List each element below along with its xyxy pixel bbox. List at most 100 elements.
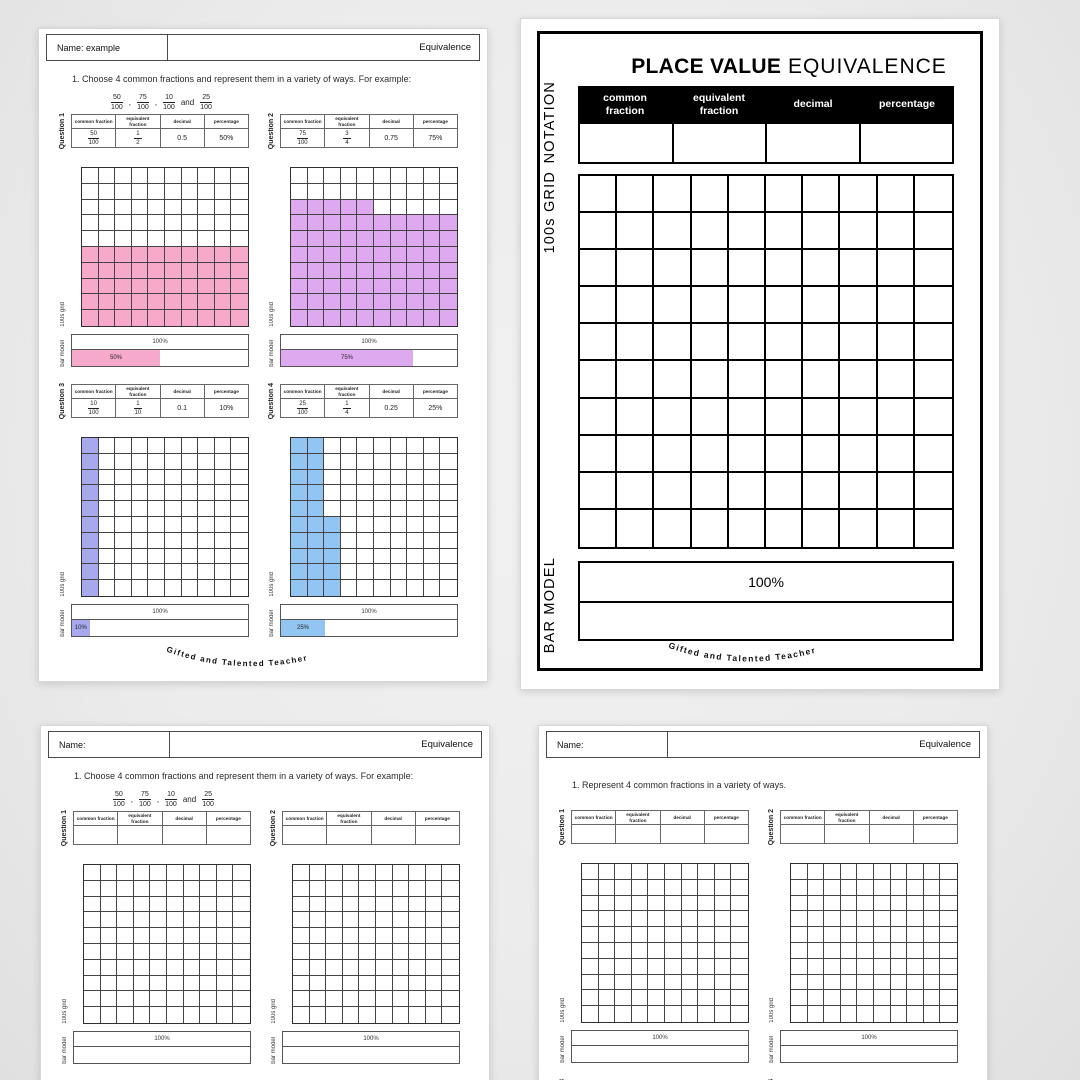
- grid-cell: [390, 548, 408, 565]
- grid-cell: [376, 865, 393, 881]
- grid-cell: [214, 262, 232, 279]
- grid-cell: [407, 247, 424, 263]
- grid-cell: [940, 975, 957, 991]
- grid-cell: [117, 959, 134, 976]
- grid-cell: [766, 213, 804, 251]
- notation-header-cell: percentage: [424, 815, 450, 821]
- grid-cell: [390, 262, 408, 279]
- grid-cell: [82, 469, 99, 486]
- fraction-denominator: 4: [345, 139, 349, 146]
- grid-cell: [148, 548, 165, 565]
- grid-cell: [131, 564, 149, 581]
- decimal-cell: [372, 826, 416, 844]
- grid-cell: [890, 911, 908, 928]
- grid-cell: [307, 247, 325, 263]
- grid-cell: [407, 501, 424, 517]
- grid-cell: [791, 974, 808, 991]
- grid-cell: [357, 247, 374, 263]
- grid-cell: [340, 485, 358, 502]
- bar-model-section: bar model 100%: [268, 1031, 460, 1064]
- grid-cell: [357, 517, 374, 533]
- bar-100-row: 100%: [580, 563, 952, 603]
- grid-cell: [233, 976, 250, 992]
- grid-cell: [231, 231, 248, 247]
- grid-cell: [874, 879, 891, 896]
- fraction-separator: and: [180, 97, 195, 107]
- grid-cell: [698, 895, 715, 912]
- grid-cell: [390, 183, 408, 200]
- grid-cell: [198, 294, 215, 311]
- grid-label: 100s grid: [769, 998, 775, 1023]
- question-block: Question 1 common fraction equivalent frac…: [557, 809, 749, 1063]
- grid-cell: [115, 485, 132, 502]
- hundreds-grid: [290, 167, 458, 327]
- grid-cell: [374, 294, 391, 311]
- grid-cell: [840, 958, 858, 975]
- grid-cell: [425, 865, 443, 881]
- page-frame: [537, 31, 983, 671]
- common-fraction-cell: 50 100: [72, 129, 117, 147]
- grid-cell: [148, 517, 165, 533]
- grid-cell: [342, 865, 360, 881]
- grid-cell: [440, 168, 457, 184]
- grid-cell: [857, 990, 874, 1007]
- grid-cell: [615, 974, 632, 991]
- fraction-value: 1 10: [134, 401, 142, 416]
- worksheet-page-example: Name: example Equivalence 1. Choose 4 co…: [38, 28, 488, 682]
- grid-cell: [324, 580, 341, 596]
- grid-cell: [293, 975, 310, 992]
- bar-100-row: 100%: [572, 1031, 748, 1046]
- grid-cell: [442, 944, 459, 960]
- grid-label: 100s grid: [560, 998, 566, 1023]
- bar-value-label: 75%: [340, 355, 353, 361]
- notation-header-cell: equivalent fraction: [327, 812, 372, 825]
- notation-section: Question 2 common fraction equivalent frac…: [766, 809, 958, 845]
- grid-cell: [233, 944, 250, 960]
- grid-cell: [374, 517, 391, 533]
- grid-cell: [698, 958, 715, 975]
- grid-cell: [359, 1007, 376, 1023]
- fraction-value: 25 100: [202, 791, 215, 808]
- grid-cell: [390, 168, 408, 184]
- grid-cell: [423, 294, 441, 311]
- grid-cell: [731, 927, 748, 943]
- hundreds-grid: [578, 174, 954, 549]
- grid-cell: [231, 564, 248, 581]
- grid-cell: [307, 517, 325, 533]
- grid-cell: [654, 287, 692, 325]
- grid-cell: [874, 927, 891, 943]
- grid-cell: [307, 532, 325, 549]
- grid-cell: [115, 548, 132, 565]
- bar-100-row: 100%: [281, 335, 457, 350]
- grid-cell: [840, 895, 858, 912]
- grid-cell: [857, 879, 874, 896]
- grid-cell: [440, 200, 457, 216]
- equivalent-fraction-cell: [825, 825, 870, 843]
- grid-cell: [907, 927, 924, 943]
- notation-header-cell: equivalent fraction: [325, 115, 370, 128]
- grid-cell: [580, 213, 618, 251]
- grid-cell: [425, 991, 443, 1008]
- grid-cell: [291, 262, 308, 279]
- grid-cell: [374, 247, 391, 263]
- worksheet-page-blank-choose: Name: Equivalence 1. Choose 4 common fra…: [40, 725, 490, 1080]
- place-value-page: PLACE VALUE EQUIVALENCE NOTATION 100s GR…: [520, 18, 1000, 690]
- grid-cell: [923, 943, 941, 959]
- grid-cell: [131, 247, 149, 263]
- grid-cell: [423, 485, 441, 502]
- notation-header-cell: common fraction: [603, 91, 647, 117]
- grid-cell: [167, 928, 184, 944]
- grid-cell: [324, 262, 341, 279]
- grid-cell: [914, 436, 952, 473]
- common-fraction-cell: [580, 124, 674, 162]
- notation-header-cell: decimal: [370, 385, 414, 398]
- grid-cell: [824, 927, 841, 943]
- grid-cell: [165, 485, 182, 502]
- grid-cell: [198, 485, 215, 502]
- grid-label-col: 100s grid: [266, 167, 280, 327]
- common-fraction-cell: [572, 825, 617, 843]
- grid-cell: [150, 896, 167, 913]
- grid-cell: [214, 485, 232, 502]
- grid-label: 100s grid: [269, 572, 275, 597]
